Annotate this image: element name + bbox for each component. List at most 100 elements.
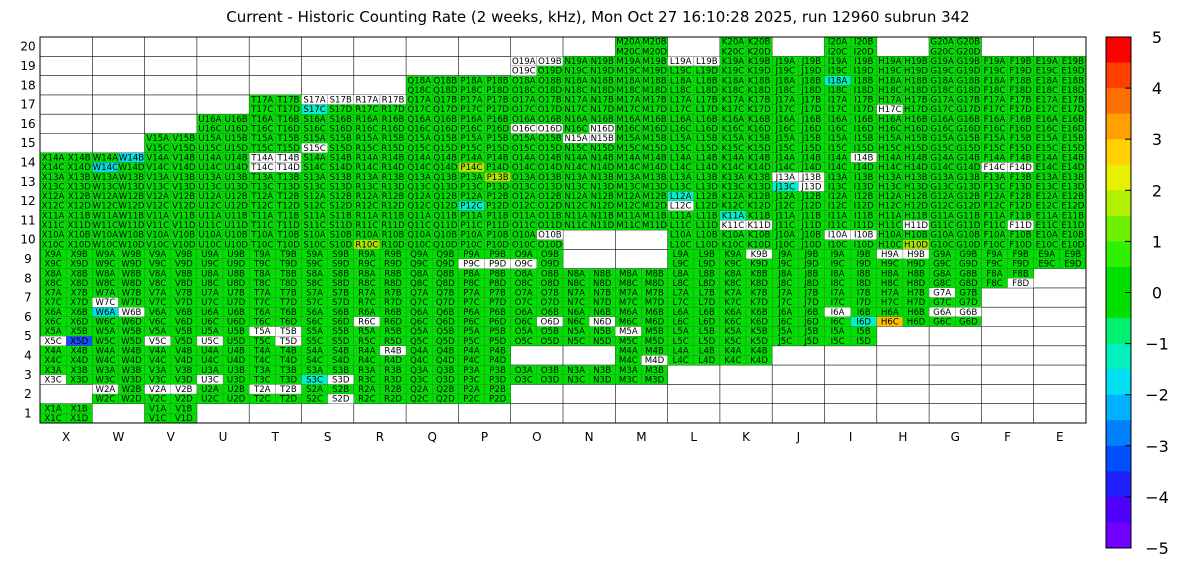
heatmap-subcell-label: S12A (303, 192, 325, 202)
heatmap-subcell-label: M18A (616, 76, 640, 86)
heatmap-subcell-label: R14A (355, 153, 378, 163)
heatmap-subcell-label: M13A (616, 173, 640, 183)
heatmap-subcell-label: R4B (384, 346, 401, 356)
heatmap-subcell-label: V4B (175, 346, 192, 356)
heatmap-subcell-label: K10C (722, 240, 745, 250)
colorbar-segment (1106, 496, 1131, 523)
heatmap-subcell-label: Q6C (410, 318, 428, 328)
heatmap-subcell-label: M7D (645, 298, 665, 308)
heatmap-subcell-label: K6C (724, 318, 741, 328)
heatmap-subcell-label: E19C (1036, 67, 1058, 77)
heatmap-subcell-label: E12D (1061, 202, 1084, 212)
heatmap-subcell-label: H10A (878, 231, 901, 241)
heatmap-subcell-label: P14B (487, 153, 509, 163)
heatmap-subcell-label: G16C (930, 125, 954, 135)
y-tick-label: 14 (20, 155, 35, 169)
y-tick-label: 10 (20, 233, 35, 247)
heatmap-subcell-label: F19A (984, 57, 1006, 67)
heatmap-subcell-label: X9B (71, 250, 88, 260)
heatmap-subcell-label: P2D (489, 395, 507, 405)
heatmap-subcell-label: K5D (750, 337, 768, 347)
heatmap-subcell-label: X3D (70, 375, 88, 385)
heatmap-subcell-label: H15A (878, 134, 901, 144)
heatmap-subcell-label: N16C (564, 125, 587, 135)
heatmap-subcell-label: N11C (564, 221, 587, 231)
heatmap-subcell-label: N5B (593, 327, 611, 337)
heatmap-subcell-label: P8A (463, 269, 480, 279)
heatmap-subcell-label: L8A (673, 269, 689, 279)
colorbar-segment (1106, 394, 1131, 421)
heatmap-subcell-label: P12B (487, 192, 509, 202)
heatmap-subcell-label: U7B (227, 289, 245, 299)
heatmap-subcell-label: J18B (801, 76, 821, 86)
heatmap-subcell-label: U8B (227, 269, 245, 279)
x-tick-label: T (271, 430, 280, 444)
heatmap-subcell-label: G7C (933, 298, 951, 308)
heatmap-subcell-label: Q15A (407, 134, 431, 144)
heatmap-subcell-label: R7B (384, 289, 401, 299)
heatmap-subcell-label: G14B (957, 153, 981, 163)
heatmap-subcell-label: J15A (775, 134, 795, 144)
heatmap-subcell-label: Q9C (410, 260, 428, 270)
heatmap-subcell-label: L7A (673, 289, 689, 299)
heatmap-subcell-label: P8B (489, 269, 506, 279)
heatmap-subcell-label: Q9D (436, 260, 455, 270)
heatmap-subcell-label: U9A (201, 250, 219, 260)
y-tick-label: 5 (24, 329, 32, 343)
heatmap-subcell-label: O9B (541, 250, 559, 260)
heatmap-subcell-label: X7D (70, 298, 88, 308)
heatmap-subcell-label: I12C (828, 202, 847, 212)
heatmap-subcell-label: W3B (122, 366, 142, 376)
heatmap-subcell-label: Q3B (436, 366, 454, 376)
heatmap-subcell-label: F19C (984, 67, 1006, 77)
heatmap-subcell-label: W14A (93, 153, 118, 163)
x-tick-label: I (849, 430, 853, 444)
heatmap-subcell-label: H9B (907, 250, 925, 260)
heatmap-subcell-label: K5C (724, 337, 741, 347)
heatmap-subcell-label: J8B (803, 269, 818, 279)
heatmap-subcell-label: I9A (831, 250, 845, 260)
heatmap-subcell-label: V10B (172, 231, 195, 241)
heatmap-subcell-label: N17A (564, 96, 587, 106)
heatmap-subcell-label: K12A (722, 192, 745, 202)
heatmap-subcell-label: N5D (593, 337, 612, 347)
heatmap-subcell-label: I6B (857, 308, 871, 318)
heatmap-subcell-label: Q17B (434, 96, 458, 106)
heatmap-subcell-label: E14B (1062, 153, 1084, 163)
heatmap-subcell-label: U12A (198, 192, 221, 202)
heatmap-subcell-label: K8C (724, 279, 741, 289)
heatmap-subcell-label: N13C (564, 182, 587, 192)
heatmap-subcell-label: U6C (201, 318, 219, 328)
heatmap-subcell-label: F10A (984, 231, 1006, 241)
heatmap-subcell-label: T11A (250, 211, 273, 221)
heatmap-subcell-label: H12D (904, 202, 928, 212)
heatmap-subcell-label: T9A (253, 250, 271, 260)
heatmap-subcell-label: K20D (748, 47, 772, 57)
heatmap-subcell-label: H15D (904, 144, 928, 154)
heatmap-subcell-label: G8D (959, 279, 978, 289)
